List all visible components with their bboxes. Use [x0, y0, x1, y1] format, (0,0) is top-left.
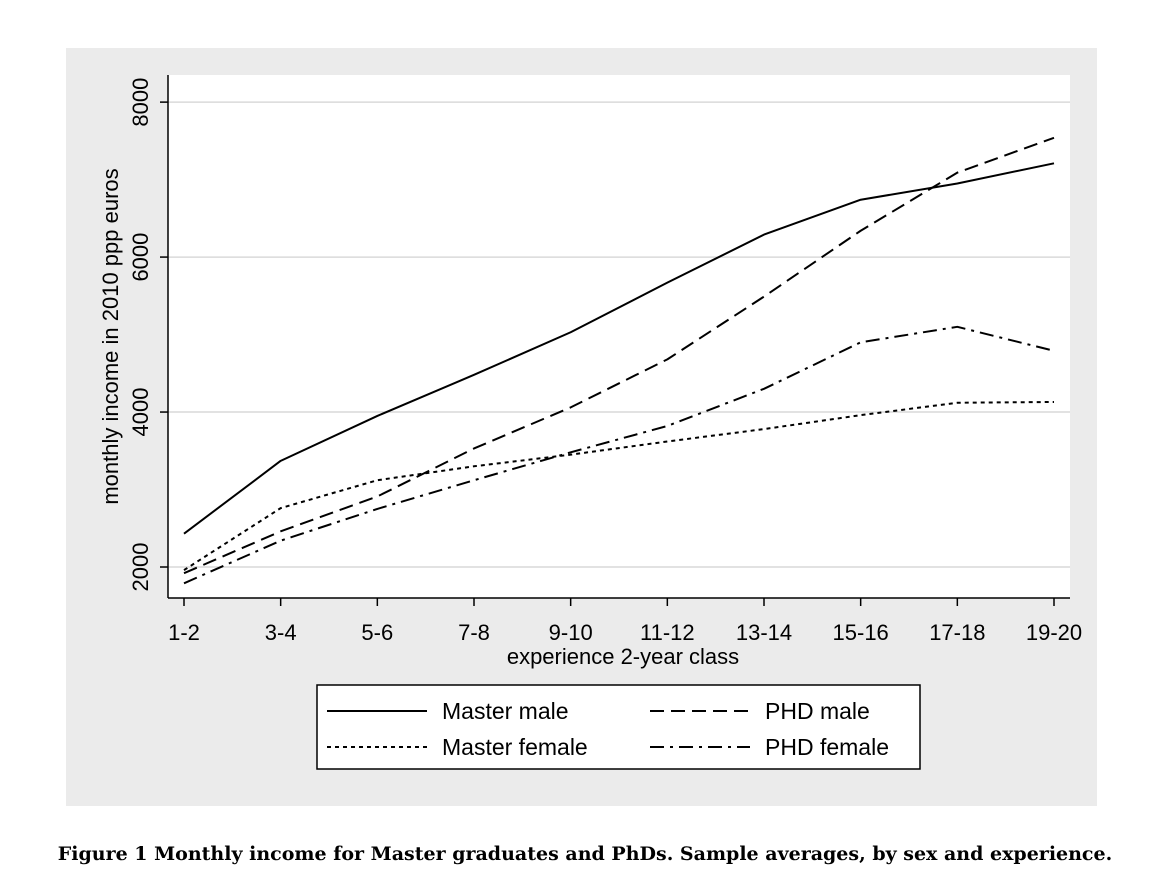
x-tick-label: 11-12: [640, 620, 695, 645]
y-tick-label: 6000: [128, 233, 153, 282]
x-tick-label: 1-2: [168, 620, 200, 645]
legend-label: Master female: [442, 734, 588, 760]
y-tick-label: 8000: [128, 78, 153, 127]
x-axis-title: experience 2-year class: [507, 644, 739, 669]
x-tick-label: 13-14: [736, 620, 792, 645]
legend: Master male PHD male Master female PHD fema…: [316, 684, 921, 770]
series-line-master-male: [183, 162, 1055, 535]
figure-caption: Figure 1 Monthly income for Master gradu…: [57, 843, 1113, 865]
y-tick-label: 4000: [128, 388, 153, 437]
legend-label: PHD male: [765, 698, 870, 724]
x-tick-label: 7-8: [458, 620, 490, 645]
y-tick-label: 2000: [128, 543, 153, 592]
series-line-phd-female: [183, 325, 1055, 585]
plot-area: [168, 75, 1070, 598]
series-line-master-female: [183, 400, 1055, 571]
x-tick-label: 17-18: [929, 620, 985, 645]
x-tick-label: 5-6: [361, 620, 393, 645]
x-tick-label: 3-4: [265, 620, 297, 645]
x-tick-label: 19-20: [1026, 620, 1082, 645]
y-axis-title: monthly income in 2010 ppp euros: [98, 168, 123, 504]
x-tick-label: 15-16: [833, 620, 889, 645]
legend-label: Master male: [442, 698, 569, 724]
x-tick-label: 9-10: [549, 620, 593, 645]
legend-label: PHD female: [765, 734, 889, 760]
series-line-phd-male: [183, 136, 1055, 575]
legend-box: [316, 684, 921, 770]
